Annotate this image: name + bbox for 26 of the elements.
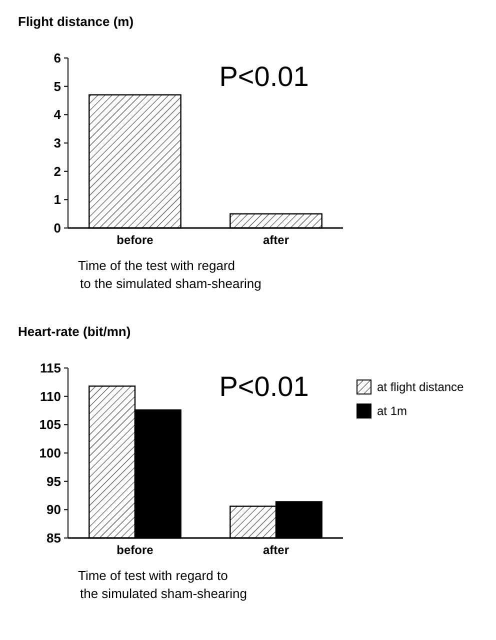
y-axis-title: Flight distance (m)	[18, 14, 134, 29]
x-tick-label: before	[116, 233, 154, 247]
x-tick-label: before	[116, 543, 154, 557]
y-tick-label: 1	[54, 192, 61, 208]
y-tick-label: 95	[46, 474, 61, 489]
x-axis-title: Time of test with regard to the simulated sham-shearing	[78, 568, 247, 601]
y-tick-label: 3	[54, 136, 61, 151]
annotation: P<0.01	[219, 61, 309, 92]
annotation: P<0.01	[219, 371, 309, 402]
y-tick-label: 90	[46, 502, 61, 518]
legend-label: at 1m	[377, 404, 408, 418]
y-tick-label: 110	[40, 388, 61, 404]
y-tick-label: 85	[46, 530, 61, 546]
y-tick-label: 100	[39, 446, 61, 461]
y-axis-title: Heart-rate (bit/mn)	[18, 324, 131, 339]
y-tick-label: 105	[39, 417, 61, 432]
y-tick-label: 5	[54, 78, 61, 94]
legend-label: at flight distance	[377, 380, 464, 394]
y-tick-label: 6	[54, 50, 61, 66]
y-tick-label: 4	[54, 107, 62, 122]
y-tick-label: 2	[54, 164, 61, 179]
x-tick-label: after	[263, 233, 290, 247]
y-tick-label: 115	[40, 360, 61, 376]
x-axis-title: Time of the test with regard to the simulated sham-shearing	[78, 258, 262, 291]
y-tick-label: 0	[54, 220, 61, 236]
x-tick-label: after	[263, 543, 290, 557]
